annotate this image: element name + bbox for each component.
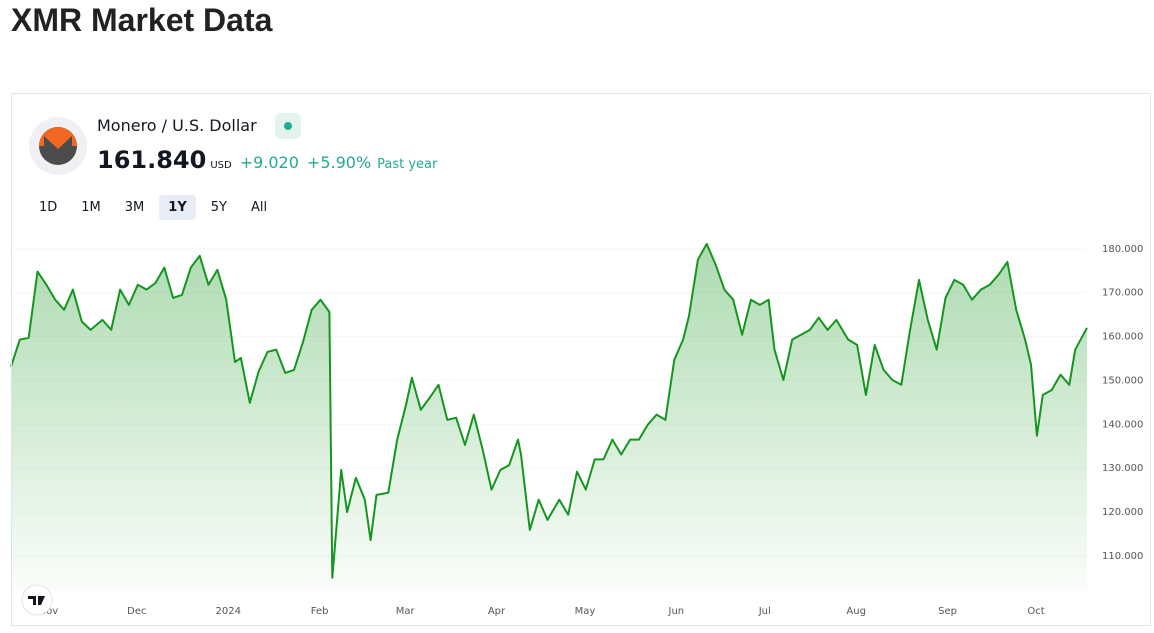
- y-tick-label: 110.000: [1102, 551, 1143, 562]
- tv-logo: [21, 584, 53, 616]
- currency: USD: [210, 160, 232, 171]
- range-button[interactable]: 1D: [39, 200, 58, 215]
- change-percent: +5.90%: [306, 153, 372, 172]
- x-tick-label: Jul: [758, 606, 771, 617]
- price-line: 161.840 USD +9.020 +5.90% Past year: [97, 146, 437, 174]
- range-button[interactable]: 5Y: [210, 200, 227, 215]
- price: 161.840: [97, 146, 207, 174]
- range-buttons: 1D 1M 3M 1Y 5Y All: [30, 195, 276, 220]
- period: Past year: [377, 157, 438, 172]
- x-tick-label: 2024: [216, 606, 241, 617]
- y-tick-label: 180.000: [1102, 244, 1143, 255]
- range-button[interactable]: 1M: [81, 200, 101, 215]
- area: [11, 243, 1087, 591]
- x-tick-label: Mar: [396, 606, 416, 617]
- x-tick-label: Sep: [938, 606, 957, 617]
- x-tick-label: Feb: [311, 606, 329, 617]
- range-button[interactable]: 1Y: [159, 195, 196, 220]
- x-tick-label: Apr: [488, 606, 506, 617]
- price-line: [10, 242, 1088, 579]
- change: +9.020: [239, 153, 299, 172]
- range-button[interactable]: 3M: [124, 200, 145, 215]
- status-badge: [275, 113, 301, 139]
- y-tick-label: 150.000: [1102, 375, 1143, 386]
- x-tick-label: Nov: [39, 606, 59, 617]
- page-title: XMR Market Data: [11, 2, 273, 38]
- coin-logo: [29, 117, 87, 175]
- y-tick-label: 140.000: [1102, 419, 1143, 430]
- x-tick-label: Oct: [1027, 606, 1044, 617]
- x-tick-label: May: [575, 606, 596, 617]
- x-tick-label: Aug: [846, 606, 866, 617]
- widget: Monero / U.S. Dollar 161.840 USD +9.020 +5.…: [11, 93, 1151, 626]
- y-tick-label: 130.000: [1102, 463, 1143, 474]
- x-tick-label: Jun: [668, 606, 685, 617]
- range-button[interactable]: All: [250, 200, 268, 215]
- tv-logo-mark: [28, 596, 45, 605]
- x-tick-label: Dec: [127, 606, 146, 617]
- y-tick-label: 170.000: [1102, 288, 1143, 299]
- y-tick-label: 120.000: [1102, 507, 1143, 518]
- y-tick-label: 160.000: [1102, 332, 1143, 343]
- symbol: Monero / U.S. Dollar: [97, 116, 257, 135]
